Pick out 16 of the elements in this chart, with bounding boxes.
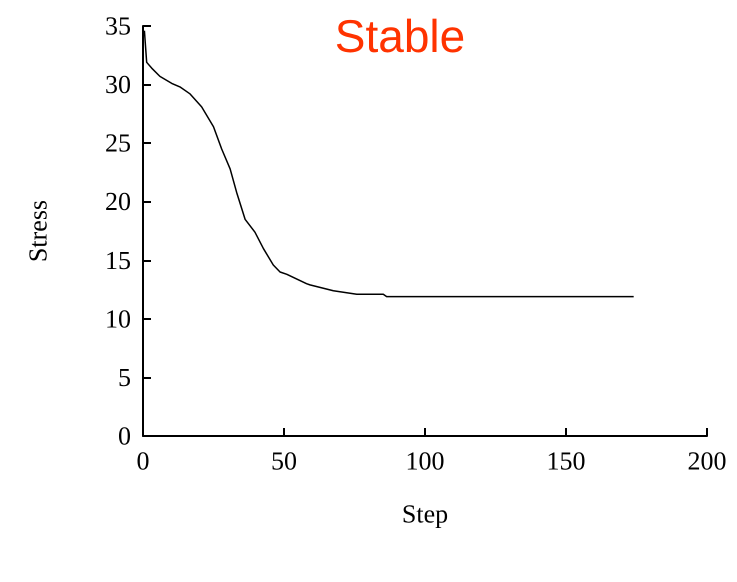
x-tick-label: 0 bbox=[136, 446, 150, 476]
x-axis-title: Step bbox=[402, 500, 448, 528]
y-tick-label: 25 bbox=[105, 128, 131, 158]
x-tick-label: 150 bbox=[546, 446, 586, 476]
y-tick-label: 10 bbox=[105, 304, 131, 334]
chart-title: Stable bbox=[334, 10, 466, 62]
y-tick-label: 5 bbox=[118, 362, 131, 392]
y-tick-label: 0 bbox=[118, 422, 131, 450]
x-tick-label: 50 bbox=[271, 446, 297, 476]
y-axis-title: Stress bbox=[24, 200, 52, 262]
x-tick-label: 200 bbox=[688, 446, 726, 476]
y-tick-label: 35 bbox=[105, 12, 131, 40]
y-tick-label: 20 bbox=[105, 187, 131, 216]
y-tick-label: 30 bbox=[105, 70, 131, 100]
y-tick-label: 15 bbox=[105, 246, 131, 275]
x-tick-label: 100 bbox=[406, 446, 444, 476]
